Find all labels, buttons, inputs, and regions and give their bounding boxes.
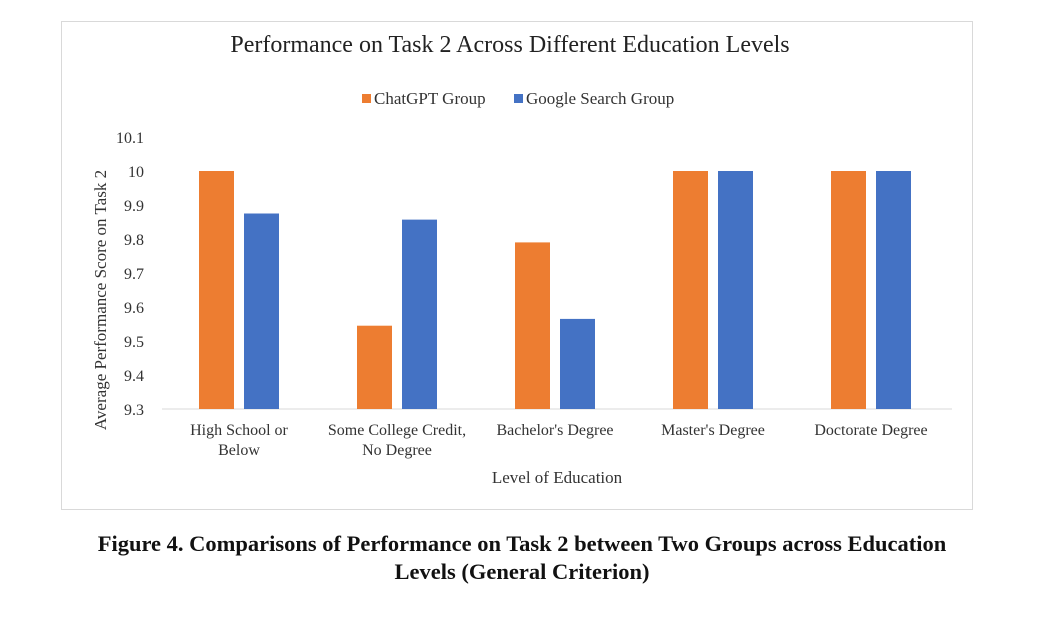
figure-caption-line-1: Figure 4. Comparisons of Performance on … (97, 531, 947, 556)
bar-chatgpt-4 (831, 171, 866, 409)
bar-google-2 (560, 318, 595, 409)
x-tick-label: Doctorate Degree (814, 422, 927, 439)
bar-google-3 (718, 171, 753, 409)
x-tick-label: Master's Degree (661, 422, 765, 439)
y-tick-label: 9.8 (124, 232, 144, 249)
legend-swatch-google (514, 94, 523, 103)
y-tick-label: 9.6 (124, 300, 144, 317)
bars (199, 171, 911, 409)
x-axis-label: Level of Education (492, 468, 623, 487)
bar-chart: Performance on Task 2 Across Different E… (91, 32, 952, 487)
y-axis-label: Average Performance Score on Task 2 (91, 170, 110, 430)
x-tick-label: Below (218, 442, 260, 459)
legend-label-chatgpt: ChatGPT Group (374, 89, 486, 108)
bar-google-0 (244, 213, 279, 409)
bar-google-4 (876, 171, 911, 409)
bar-chatgpt-3 (673, 171, 708, 409)
chart-title: Performance on Task 2 Across Different E… (230, 32, 789, 58)
y-axis: 9.3 9.4 9.5 9.6 9.7 9.8 9.9 10 10.1 (116, 130, 952, 419)
bar-google-1 (402, 219, 437, 409)
x-tick-label: High School or (190, 422, 288, 439)
legend-label-google: Google Search Group (526, 89, 674, 108)
x-tick-label: Some College Credit, (328, 422, 466, 439)
bar-chatgpt-1 (357, 325, 392, 409)
bar-chatgpt-2 (515, 242, 550, 409)
y-tick-label: 9.5 (124, 334, 144, 351)
x-axis: High School or Below Some College Credit, N… (190, 422, 928, 459)
chart-frame: Performance on Task 2 Across Different E… (61, 21, 973, 510)
legend: ChatGPT Group Google Search Group (362, 89, 674, 108)
legend-swatch-chatgpt (362, 94, 371, 103)
x-tick-label: Bachelor's Degree (496, 422, 613, 439)
y-tick-label: 9.7 (124, 266, 144, 283)
y-tick-label: 10 (128, 164, 144, 181)
y-tick-label: 9.3 (124, 402, 144, 419)
y-tick-label: 9.4 (124, 368, 144, 385)
y-tick-label: 10.1 (116, 130, 144, 147)
x-tick-label: No Degree (362, 442, 432, 459)
figure-caption: Figure 4. Comparisons of Performance on … (0, 530, 1044, 586)
bar-chatgpt-0 (199, 171, 234, 409)
y-tick-label: 9.9 (124, 198, 144, 215)
figure-caption-line-2: Levels (General Criterion) (394, 559, 650, 584)
